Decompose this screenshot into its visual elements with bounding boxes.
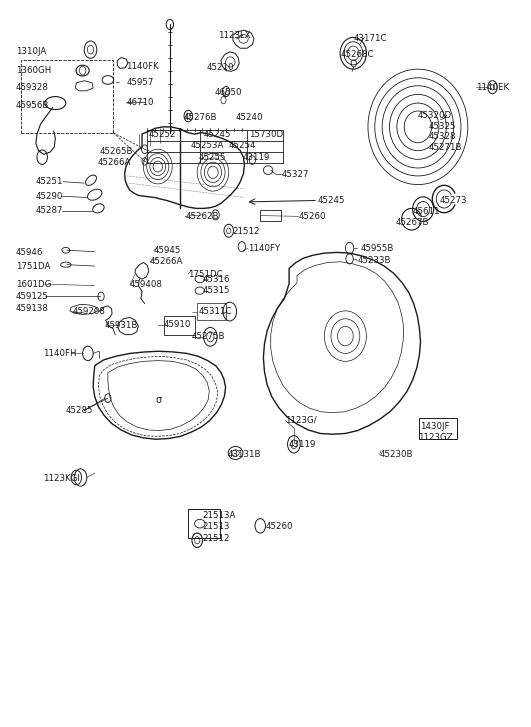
Text: 1430JF: 1430JF — [421, 422, 450, 431]
Text: 45290: 45290 — [36, 192, 63, 201]
Text: 45931B: 45931B — [105, 321, 138, 330]
Bar — [189, 509, 220, 538]
Text: 21512: 21512 — [202, 534, 230, 543]
Text: 45946: 45946 — [16, 248, 44, 257]
Text: 1310JA: 1310JA — [16, 47, 46, 56]
Text: 45276B: 45276B — [184, 113, 218, 122]
Text: 45320D: 45320D — [418, 111, 452, 120]
Text: 21513: 21513 — [202, 522, 230, 531]
Text: 1140EK: 1140EK — [476, 83, 509, 92]
Text: 45328: 45328 — [429, 132, 456, 142]
Text: 45275B: 45275B — [192, 332, 226, 341]
Text: 1140FY: 1140FY — [248, 244, 280, 252]
Text: 45260: 45260 — [266, 522, 294, 531]
Text: 43119: 43119 — [242, 153, 270, 161]
Text: 45271B: 45271B — [429, 142, 462, 151]
Text: 1140FH: 1140FH — [43, 349, 77, 358]
Text: 45265B: 45265B — [99, 147, 133, 156]
Text: 1123LX: 1123LX — [218, 31, 251, 40]
Text: 45316: 45316 — [203, 275, 230, 284]
Text: 1123KGI: 1123KGI — [43, 475, 80, 483]
Text: 45252: 45252 — [149, 129, 176, 139]
Bar — [21, 60, 113, 132]
Text: 1751DA: 1751DA — [16, 262, 50, 270]
Text: 45267B: 45267B — [396, 218, 429, 228]
Bar — [419, 418, 457, 438]
Text: 45245: 45245 — [318, 196, 346, 205]
Text: 45254: 45254 — [229, 141, 256, 150]
Text: 45251: 45251 — [36, 177, 63, 186]
Text: 46550: 46550 — [215, 89, 242, 97]
Text: 45260: 45260 — [298, 212, 326, 221]
Bar — [197, 303, 226, 320]
Text: 21512: 21512 — [233, 227, 260, 236]
Bar — [260, 210, 281, 222]
Text: 45957: 45957 — [126, 78, 153, 87]
Text: 45945: 45945 — [153, 246, 181, 254]
Text: 15730D: 15730D — [249, 129, 283, 139]
Text: σ: σ — [155, 395, 161, 404]
Text: 45245: 45245 — [203, 129, 231, 139]
Text: 1140FK: 1140FK — [126, 62, 159, 71]
Text: 1601DG: 1601DG — [16, 280, 52, 289]
Text: 45311C: 45311C — [198, 307, 232, 316]
Text: 46710: 46710 — [126, 98, 154, 107]
Text: 1751DC: 1751DC — [189, 270, 223, 278]
Text: 21513A: 21513A — [202, 510, 236, 520]
Text: 45955B: 45955B — [360, 244, 393, 252]
Text: 459125: 459125 — [16, 292, 49, 301]
Text: 459328: 459328 — [16, 84, 49, 92]
Text: 45287: 45287 — [36, 206, 63, 215]
Text: 43131B: 43131B — [228, 450, 261, 459]
Text: 1123G/: 1123G/ — [286, 416, 317, 425]
Text: 45315: 45315 — [203, 286, 230, 295]
Text: 45327: 45327 — [282, 170, 309, 179]
Text: 43171C: 43171C — [354, 34, 387, 44]
Text: 45956B: 45956B — [16, 102, 49, 111]
Text: 45273: 45273 — [440, 196, 467, 205]
Text: 45253A: 45253A — [190, 141, 224, 150]
Text: 45611: 45611 — [413, 207, 440, 217]
Text: 45255: 45255 — [199, 153, 226, 161]
Text: 459408: 459408 — [130, 281, 163, 289]
Bar — [164, 316, 195, 334]
Text: 459208: 459208 — [73, 307, 106, 316]
Text: 45285: 45285 — [65, 406, 93, 415]
Text: 45268C: 45268C — [341, 50, 374, 59]
Text: 1360GH: 1360GH — [16, 66, 51, 75]
Text: 45240: 45240 — [236, 113, 263, 122]
Text: 45233B: 45233B — [358, 256, 391, 265]
Text: 45210: 45210 — [207, 63, 234, 72]
Text: 45910: 45910 — [164, 320, 191, 329]
Text: 45325: 45325 — [429, 122, 456, 132]
Text: 45262B: 45262B — [185, 212, 219, 221]
Text: 45230B: 45230B — [380, 450, 413, 459]
Text: 1123GZ: 1123GZ — [418, 433, 452, 442]
Text: 43119: 43119 — [288, 440, 315, 449]
Text: 45266A: 45266A — [150, 257, 183, 266]
Text: 459138: 459138 — [16, 304, 49, 313]
Text: 45266A: 45266A — [97, 158, 131, 167]
